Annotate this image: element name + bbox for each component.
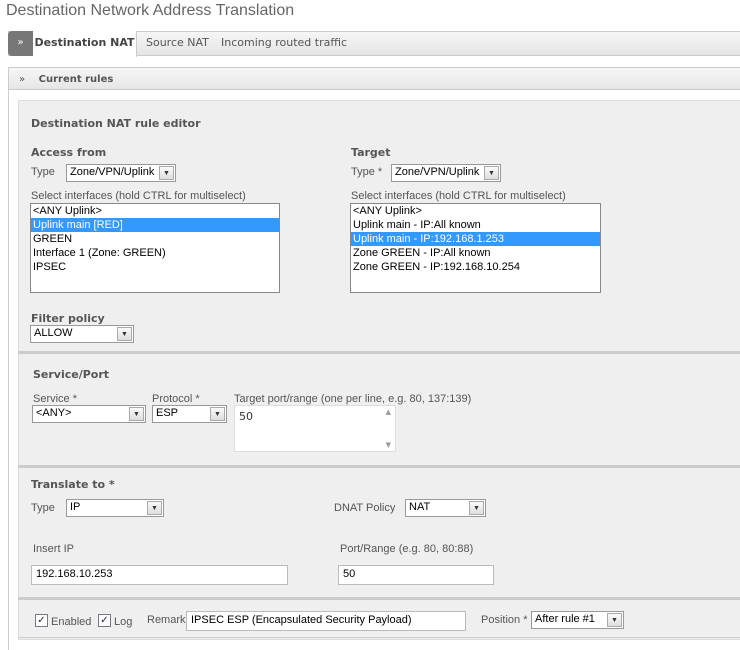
position-value: After rule #1 [535, 613, 595, 625]
chevron-down-icon: ▼ [607, 613, 622, 627]
translate-heading: Translate to * [31, 478, 115, 491]
protocol-value: ESP [156, 407, 179, 419]
tab-destination-nat[interactable]: Destination NAT [33, 31, 137, 57]
target-select-label: Select interfaces (hold CTRL for multise… [351, 190, 566, 202]
service-port-heading: Service/Port [33, 368, 110, 381]
list-item[interactable]: <ANY Uplink> [33, 205, 102, 217]
target-interfaces-list[interactable]: <ANY Uplink> Uplink main - IP:All known … [350, 203, 601, 293]
target-type-value: Zone/VPN/Uplink [395, 166, 480, 178]
current-rules-label: Current rules [38, 74, 114, 85]
tab-incoming-routed-traffic[interactable]: Incoming routed traffic [221, 36, 348, 49]
chevron-down-icon: ▼ [484, 166, 499, 180]
tab-source-nat[interactable]: Source NAT [146, 36, 209, 49]
target-port-value: 50 [239, 410, 253, 423]
access-select-label: Select interfaces (hold CTRL for multise… [31, 190, 246, 202]
chevron-down-icon: ▼ [129, 407, 144, 421]
chevron-down-icon: ▼ [469, 501, 484, 515]
divider [18, 351, 740, 354]
target-heading: Target [351, 146, 391, 159]
editor-title: Destination NAT rule editor [31, 117, 201, 130]
enabled-checkbox[interactable]: ✓ [35, 614, 48, 627]
list-item[interactable]: GREEN [33, 233, 73, 245]
filter-policy-label: Filter policy [31, 312, 105, 325]
remark-input[interactable]: IPSEC ESP (Encapsulated Security Payload… [186, 611, 466, 631]
divider [18, 597, 740, 600]
access-interfaces-list[interactable]: <ANY Uplink> Uplink main [RED] GREEN Int… [30, 203, 280, 293]
list-item[interactable]: Uplink main [RED] [31, 218, 279, 232]
dnat-policy-label: DNAT Policy [334, 502, 396, 514]
access-type-select[interactable]: Zone/VPN/Uplink ▼ [66, 164, 176, 182]
log-label: Log [114, 616, 133, 628]
position-select[interactable]: After rule #1 ▼ [531, 611, 624, 629]
chevron-down-icon: ▼ [117, 327, 132, 341]
translate-type-value: IP [70, 501, 81, 513]
service-value: <ANY> [36, 407, 72, 419]
dnat-policy-value: NAT [409, 501, 431, 513]
list-item[interactable]: <ANY Uplink> [353, 205, 422, 217]
protocol-label: Protocol * [152, 393, 200, 405]
target-port-label: Target port/range (one per line, e.g. 80… [234, 393, 472, 405]
rules-panel [8, 90, 740, 650]
chevron-down-icon: ▼ [210, 407, 225, 421]
rule-editor [18, 100, 740, 640]
divider [18, 465, 740, 468]
port-range-input[interactable]: 50 [338, 565, 494, 585]
log-checkbox[interactable]: ✓ [98, 614, 111, 627]
service-select[interactable]: <ANY> ▼ [32, 405, 146, 423]
list-item[interactable]: Interface 1 (Zone: GREEN) [33, 247, 166, 259]
translate-type-label: Type [31, 502, 55, 514]
scroll-down-icon[interactable]: ▼ [385, 441, 391, 449]
remark-label: Remark [147, 614, 186, 626]
list-item[interactable]: Uplink main - IP:All known [353, 219, 481, 231]
chevron-down-icon: ▼ [159, 166, 174, 180]
target-port-textarea[interactable]: 50 ▲ ▼ [234, 405, 396, 452]
target-type-select[interactable]: Zone/VPN/Uplink ▼ [391, 164, 501, 182]
dnat-policy-select[interactable]: NAT ▼ [405, 499, 486, 517]
port-range-label: Port/Range (e.g. 80, 80:88) [340, 543, 474, 555]
list-item[interactable]: Uplink main - IP:192.168.1.253 [351, 232, 600, 246]
scroll-up-icon[interactable]: ▲ [385, 408, 391, 416]
access-type-value: Zone/VPN/Uplink [70, 166, 155, 178]
list-item[interactable]: Zone GREEN - IP:All known [353, 247, 491, 259]
enabled-label: Enabled [51, 616, 92, 628]
current-rules-header[interactable]: » Current rules [8, 67, 740, 90]
insert-ip-label: Insert IP [33, 543, 74, 555]
translate-type-select[interactable]: IP ▼ [66, 499, 164, 517]
target-type-label: Type * [351, 166, 383, 178]
filter-policy-value: ALLOW [34, 327, 73, 339]
position-label: Position * [481, 614, 528, 626]
insert-ip-input[interactable]: 192.168.10.253 [31, 565, 288, 585]
service-label: Service * [33, 393, 78, 405]
filter-policy-select[interactable]: ALLOW ▼ [30, 325, 134, 343]
list-item[interactable]: IPSEC [33, 261, 67, 273]
page-title: Destination Network Address Translation [6, 2, 295, 19]
access-type-label: Type [31, 166, 55, 178]
expand-icon: » [19, 74, 26, 85]
list-item[interactable]: Zone GREEN - IP:192.168.10.254 [353, 261, 520, 273]
divider [18, 637, 740, 638]
access-from-heading: Access from [31, 146, 107, 159]
protocol-select[interactable]: ESP ▼ [152, 405, 227, 423]
expand-icon[interactable]: » [8, 31, 33, 56]
chevron-down-icon: ▼ [147, 501, 162, 515]
